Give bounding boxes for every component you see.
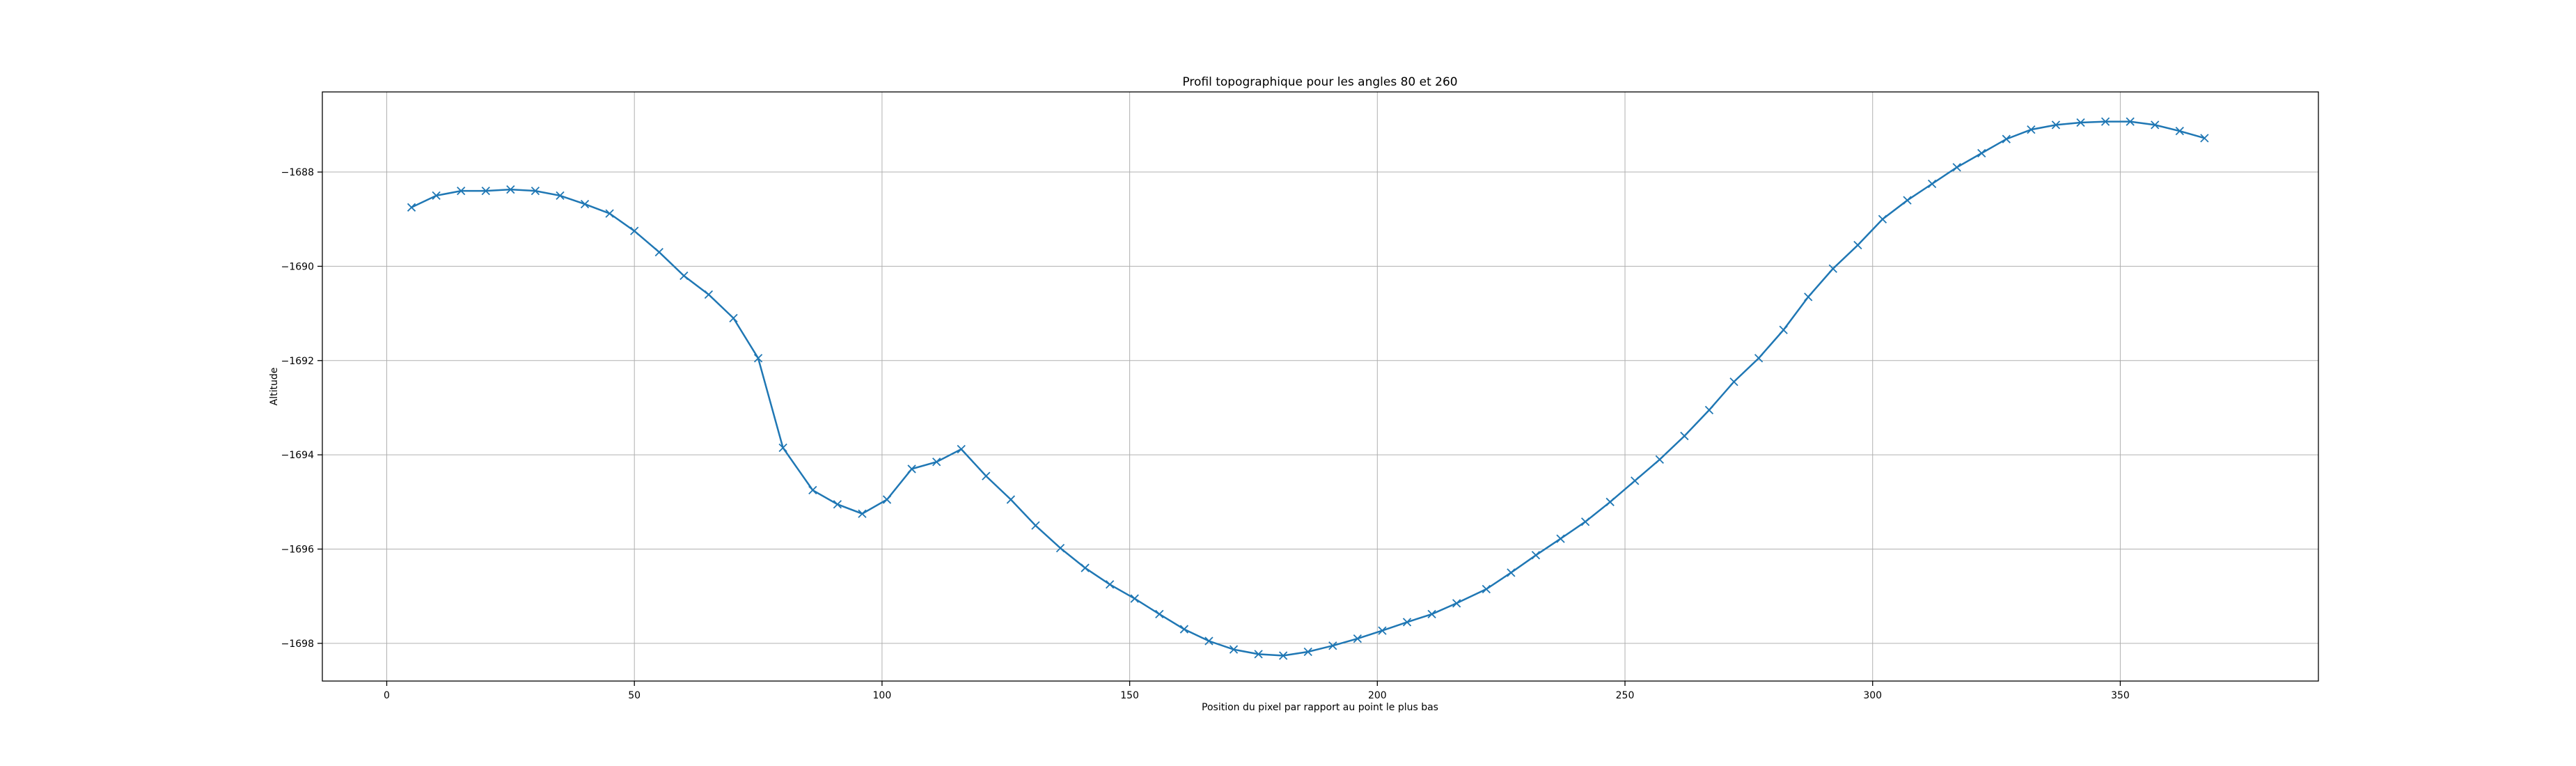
data-point-marker [1130,594,1139,603]
data-point-marker [1804,292,1813,302]
data-point-marker [2002,134,2011,143]
data-point-marker [1328,641,1337,650]
data-point-marker [982,471,991,480]
data-point-marker [1754,354,1764,363]
data-point-marker [1779,325,1788,334]
x-tick-label: 50 [628,690,641,701]
data-point-marker [1204,636,1214,646]
data-point-marker [1055,544,1065,553]
data-point-marker [1106,580,1115,589]
data-point-marker [833,500,842,509]
data-point-marker [506,185,515,194]
data-point-marker [704,290,714,299]
y-tick-label: −1696 [281,544,314,555]
data-point-marker [654,247,663,257]
data-point-marker [1482,584,1491,594]
data-point-marker [1081,563,1090,572]
y-tick-label: −1690 [281,261,314,272]
data-point-marker [1977,148,1986,158]
data-point-marker [481,186,490,196]
data-point-marker [1631,476,1640,485]
data-point-marker [1704,405,1714,414]
x-tick-label: 250 [1616,690,1635,701]
plot-area-frame [322,91,2319,682]
data-point-marker [1680,431,1689,441]
data-point-marker [2151,120,2160,130]
data-point-marker [1927,179,1937,189]
y-axis-label: Altitude [269,368,280,406]
x-tick-label: 200 [1368,690,1387,701]
data-point-marker [1006,495,1016,504]
data-point-marker [2051,120,2061,130]
data-point-marker [457,186,466,196]
data-point-marker [1179,625,1188,634]
data-point-marker [1531,551,1541,560]
x-tick-label: 100 [873,690,892,701]
x-tick-label: 350 [2111,690,2130,701]
data-point-marker [556,191,565,201]
data-point-marker [957,444,966,454]
data-point-marker [1605,497,1615,506]
data-point-marker [858,509,867,518]
y-tick-label: −1688 [281,167,314,178]
x-tick-label: 300 [1863,690,1882,701]
data-point-marker [2175,127,2184,136]
axis-ticks: 0 50 100 150 200 250 300 350 −1698 −1696 −1694 −169… [281,167,2130,701]
data-point-marker [1507,568,1516,577]
data-point-marker [882,495,892,504]
data-point-marker [1729,377,1738,386]
chart-title: Profil topographique pour les angles 80 … [1182,75,1457,89]
data-point-marker [432,191,441,201]
data-point-marker [729,313,738,323]
data-point-marker [778,443,787,453]
data-point-marker [1155,609,1164,619]
data-point-marker [2126,117,2135,126]
data-point-marker [1254,650,1263,659]
x-tick-label: 150 [1120,690,1139,701]
data-point-marker [1903,196,1912,205]
grid-lines [322,92,2318,681]
data-point-marker [2027,125,2036,134]
data-point-marker [2076,118,2085,127]
data-point-marker [1031,521,1040,530]
data-point-marker [1452,599,1461,608]
data-point-marker [2100,117,2110,126]
data-point-marker [580,199,590,209]
data-point-marker [1427,609,1436,619]
series-altitude [407,117,2209,660]
data-point-marker [1655,455,1664,464]
data-point-marker [1952,163,1961,172]
data-point-marker [1353,634,1362,643]
y-tick-label: −1694 [281,450,314,461]
data-point-marker [1229,645,1239,654]
data-point-marker [1279,651,1288,660]
data-point-marker [605,209,614,218]
data-point-marker [1853,240,1862,250]
y-tick-label: −1698 [281,639,314,650]
data-point-marker [1878,214,1887,224]
data-point-marker [808,485,817,495]
data-point-marker [1378,626,1387,635]
x-tick-label: 0 [384,690,390,701]
data-point-marker [753,354,763,363]
data-point-marker [932,458,941,467]
data-point-marker [1556,534,1565,543]
data-point-marker [907,464,916,474]
data-point-marker [1402,618,1412,627]
data-point-marker [2200,134,2209,143]
y-tick-label: −1692 [281,356,314,367]
x-axis-label: Position du pixel par rapport au point l… [1202,702,1438,713]
data-point-marker [1580,517,1590,526]
data-point-marker [1303,647,1312,657]
data-point-marker [630,226,639,235]
data-point-marker [1828,264,1837,273]
data-point-marker [680,271,689,281]
data-point-marker [407,203,416,212]
data-point-marker [531,186,540,196]
